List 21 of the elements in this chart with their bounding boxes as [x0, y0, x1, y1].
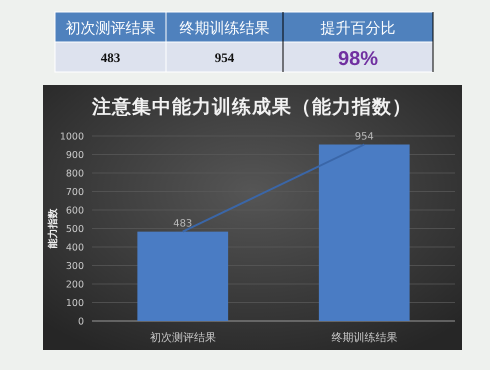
y-tick-label: 600 — [66, 206, 84, 216]
y-tick-label: 500 — [66, 224, 84, 235]
y-tick-label: 400 — [66, 242, 84, 254]
y-tick-label: 700 — [66, 187, 84, 198]
y-tick-label: 1000 — [60, 132, 84, 142]
text: 初次测评结果 — [66, 19, 156, 37]
y-tick-label: 800 — [66, 168, 84, 180]
text: 954 — [214, 50, 235, 65]
data-label: 483 — [173, 218, 192, 230]
y-tick-label: 900 — [66, 150, 84, 161]
data-label: 954 — [354, 132, 374, 143]
y-axis-title: 能力指数 — [47, 208, 59, 248]
text: 98% — [338, 48, 378, 70]
y-tick-label: 200 — [66, 280, 84, 290]
y-tick-label: 300 — [66, 261, 84, 272]
y-tick-label: 0 — [78, 316, 84, 328]
text: 提升百分比 — [320, 19, 396, 37]
y-tick-label: 100 — [66, 298, 84, 309]
text: 终期训练结果 — [180, 19, 270, 37]
chart-title: 注意集中能力训练成果（能力指数） — [91, 96, 412, 118]
text: 483 — [100, 50, 121, 65]
